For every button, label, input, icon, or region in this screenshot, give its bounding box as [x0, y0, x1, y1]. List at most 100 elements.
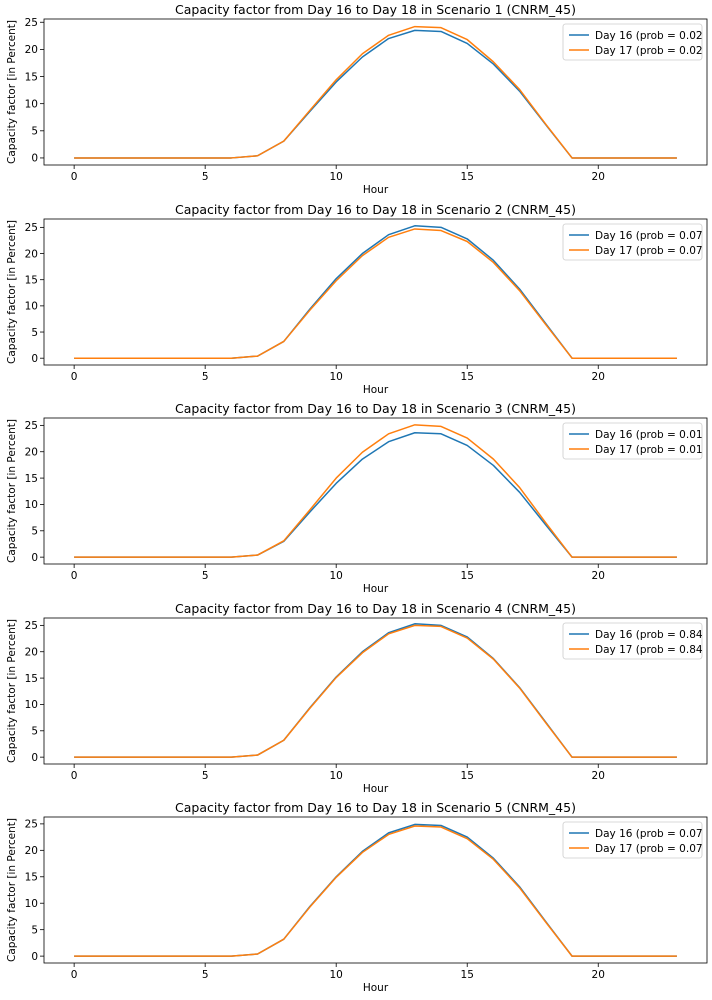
legend-box: [562, 422, 703, 460]
chart-title: Capacity factor from Day 16 to Day 18 in…: [175, 401, 576, 416]
legend: Day 16 (prob = 0.07 Day 17 (prob = 0.07: [562, 821, 703, 859]
y-tick-label: 20: [25, 248, 38, 260]
chart-title: Capacity factor from Day 16 to Day 18 in…: [175, 2, 576, 17]
x-tick-label: 5: [202, 969, 209, 981]
y-tick-label: 10: [25, 98, 38, 110]
y-tick-label: 0: [31, 353, 38, 365]
x-tick-label: 10: [330, 371, 343, 383]
y-axis-label: Capacity factor [in Percent]: [6, 220, 18, 364]
x-tick-label: 20: [592, 969, 605, 981]
legend-entry: Day 17 (prob = 0.01: [595, 444, 703, 456]
chart-title: Capacity factor from Day 16 to Day 18 in…: [175, 202, 576, 217]
y-tick-label: 20: [25, 44, 38, 56]
x-tick-label: 20: [592, 171, 605, 183]
plot-frame: [43, 218, 708, 366]
y-tick-label: 10: [25, 898, 38, 910]
y-axis-label: Capacity factor [in Percent]: [6, 818, 18, 962]
x-tick-label: 0: [71, 371, 78, 383]
legend-entry: Day 17 (prob = 0.07: [595, 245, 703, 257]
y-tick-label: 15: [25, 71, 38, 83]
x-tick-label: 20: [592, 371, 605, 383]
plot-frame: [43, 816, 708, 964]
x-tick-label: 10: [330, 770, 343, 782]
x-tick-label: 0: [71, 171, 78, 183]
x-axis-label: Hour: [363, 184, 389, 196]
subplot-1: Capacity factor from Day 16 to Day 18 in…: [6, 2, 708, 196]
y-tick-label: 25: [25, 222, 38, 234]
y-tick-label: 5: [31, 327, 38, 339]
y-tick-label: 5: [31, 126, 38, 138]
chart-title: Capacity factor from Day 16 to Day 18 in…: [175, 800, 576, 815]
y-tick-label: 20: [25, 447, 38, 459]
y-tick-label: 5: [31, 726, 38, 738]
y-tick-label: 10: [25, 499, 38, 511]
x-tick-label: 10: [330, 171, 343, 183]
legend: Day 16 (prob = 0.01 Day 17 (prob = 0.01: [562, 422, 703, 460]
legend-box: [562, 622, 703, 660]
series-line-2: [74, 228, 677, 359]
legend: Day 16 (prob = 0.84 Day 17 (prob = 0.84: [562, 622, 703, 660]
subplot-3: Capacity factor from Day 16 to Day 18 in…: [6, 401, 708, 595]
x-tick-label: 5: [202, 171, 209, 183]
y-tick-label: 15: [25, 275, 38, 287]
y-tick-label: 0: [31, 153, 38, 165]
x-tick-label: 20: [592, 770, 605, 782]
y-tick-label: 0: [31, 752, 38, 764]
legend-box: [562, 23, 703, 61]
y-tick-label: 10: [25, 301, 38, 313]
legend-box: [562, 223, 703, 261]
y-axis-label: Capacity factor [in Percent]: [6, 619, 18, 763]
x-tick-label: 5: [202, 371, 209, 383]
x-tick-label: 15: [461, 570, 474, 582]
y-tick-label: 25: [25, 420, 38, 432]
legend: Day 16 (prob = 0.07 Day 17 (prob = 0.07: [562, 223, 703, 261]
y-tick-label: 5: [31, 924, 38, 936]
x-tick-label: 20: [592, 570, 605, 582]
legend-entry: Day 16 (prob = 0.84: [595, 629, 703, 641]
x-axis-label: Hour: [363, 384, 389, 396]
legend-box: [562, 821, 703, 859]
x-tick-label: 0: [71, 770, 78, 782]
subplot-4: Capacity factor from Day 16 to Day 18 in…: [6, 601, 708, 795]
legend-entry: Day 16 (prob = 0.01: [595, 429, 703, 441]
legend: Day 16 (prob = 0.02 Day 17 (prob = 0.02: [562, 23, 703, 61]
x-tick-label: 5: [202, 570, 209, 582]
series-line-2: [74, 25, 677, 159]
y-tick-label: 5: [31, 526, 38, 538]
y-tick-label: 25: [25, 620, 38, 632]
x-tick-label: 15: [461, 171, 474, 183]
x-tick-label: 15: [461, 969, 474, 981]
x-axis-label: Hour: [363, 583, 389, 595]
y-tick-label: 20: [25, 647, 38, 659]
y-tick-label: 15: [25, 673, 38, 685]
x-axis-label: Hour: [363, 783, 389, 795]
legend-entry: Day 16 (prob = 0.07: [595, 828, 703, 840]
y-axis-label: Capacity factor [in Percent]: [6, 419, 18, 563]
legend-entry: Day 17 (prob = 0.07: [595, 843, 703, 855]
series-line-2: [74, 424, 677, 558]
subplot-2: Capacity factor from Day 16 to Day 18 in…: [6, 202, 708, 396]
x-tick-label: 0: [71, 570, 78, 582]
y-tick-label: 0: [31, 552, 38, 564]
chart-title: Capacity factor from Day 16 to Day 18 in…: [175, 601, 576, 616]
plot-frame: [43, 18, 708, 166]
legend-entry: Day 16 (prob = 0.02: [595, 30, 703, 42]
x-tick-label: 5: [202, 770, 209, 782]
legend-entry: Day 17 (prob = 0.84: [595, 644, 703, 656]
x-tick-label: 15: [461, 371, 474, 383]
x-tick-label: 0: [71, 969, 78, 981]
x-axis-label: Hour: [363, 982, 389, 994]
series-line-2: [74, 624, 677, 758]
plot-frame: [43, 617, 708, 765]
legend-entry: Day 17 (prob = 0.02: [595, 45, 703, 57]
y-axis-label: Capacity factor [in Percent]: [6, 20, 18, 164]
subplot-5: Capacity factor from Day 16 to Day 18 in…: [6, 800, 708, 994]
x-tick-label: 15: [461, 770, 474, 782]
y-tick-label: 15: [25, 872, 38, 884]
plot-frame: [43, 417, 708, 565]
legend-entry: Day 16 (prob = 0.07: [595, 230, 703, 242]
y-tick-label: 0: [31, 951, 38, 963]
x-tick-label: 10: [330, 570, 343, 582]
y-tick-label: 25: [25, 17, 38, 29]
